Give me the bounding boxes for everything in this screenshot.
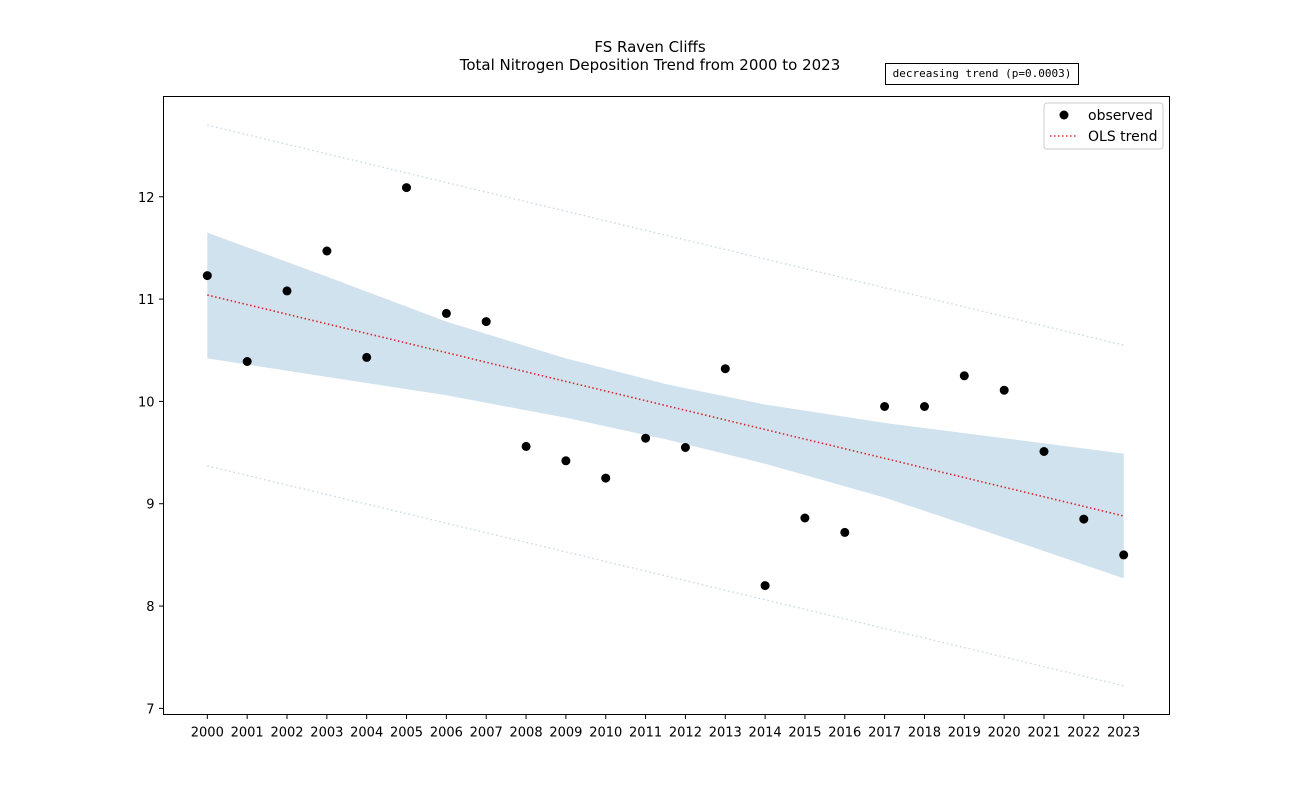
observed-point [920,402,929,411]
observed-point [800,513,810,523]
observed-point [760,581,770,591]
observed-point [1039,447,1049,456]
lines-layer [207,124,1124,687]
chart-title: FS Raven Cliffs [594,38,706,56]
x-axis: 2000 2001 2002 2003 2004 2005 2006 2007 2008 2009… [191,714,1140,741]
x-tick-label: 2020 [988,726,1021,741]
x-tick-label: 2001 [231,726,264,741]
x-tick-label: 2017 [868,726,901,741]
x-tick-label: 2013 [709,726,742,741]
x-tick-label: 2005 [390,726,423,741]
observed-point [242,357,252,366]
x-tick-label: 2010 [589,726,622,741]
bands-layer [207,232,1124,579]
x-tick-label: 2015 [788,726,821,741]
x-tick-label: 2006 [430,726,463,741]
observed-point [680,443,690,452]
legend-observed-label: observed [1088,108,1153,124]
legend: observed OLS trend [1043,102,1164,150]
observed-point [402,183,411,193]
x-tick-label: 2012 [669,726,702,741]
observed-point [521,441,531,451]
observed-point [561,456,571,466]
y-tick-label: 10 [138,395,155,410]
x-tick-label: 2022 [1067,726,1100,741]
observed-point [999,385,1009,395]
observed-point [362,352,372,362]
y-tick-label: 7 [146,702,154,717]
observed-point [441,308,451,318]
x-tick-label: 2008 [510,726,543,741]
x-tick-label: 2011 [629,726,662,741]
x-tick-label: 2009 [549,726,582,741]
observed-point [481,317,491,327]
chart-subtitle: Total Nitrogen Deposition Trend from 200… [459,56,841,74]
x-tick-label: 2019 [948,726,981,741]
x-tick-label: 2014 [749,726,782,741]
x-tick-label: 2003 [310,726,343,741]
x-tick-label: 2000 [191,726,224,741]
x-tick-label: 2007 [470,726,503,741]
x-tick-label: 2004 [350,726,383,741]
axes-frame [163,96,1170,715]
observed-point [641,433,651,443]
observed-point [880,402,890,411]
x-tick-label: 2016 [828,726,861,741]
y-tick-label: 11 [138,293,155,308]
legend-trend-label: OLS trend [1088,129,1157,145]
observed-point [601,473,611,483]
trend-annotation: decreasing trend (p=0.0003) [885,63,1079,85]
legend-observed-marker [1059,110,1069,120]
y-axis: 7 8 9 10 11 12 [138,191,164,717]
observed-point [720,364,730,374]
observed-point [282,286,292,296]
legend-frame [1043,102,1164,150]
observed-point [202,271,212,281]
x-tick-label: 2002 [270,726,303,741]
observed-point [322,246,332,256]
y-tick-label: 8 [146,600,154,615]
confidence-band [207,232,1124,579]
observed-point [959,371,969,381]
observed-point [1119,550,1129,560]
points-layer [202,183,1129,591]
y-tick-label: 12 [138,191,155,206]
ols-trend-line [207,294,1124,517]
observed-point [840,527,850,537]
x-tick-label: 2021 [1027,726,1060,741]
observed-point [1079,514,1089,524]
x-tick-label: 2023 [1107,726,1140,741]
x-tick-label: 2018 [908,726,941,741]
y-tick-label: 9 [146,498,154,513]
